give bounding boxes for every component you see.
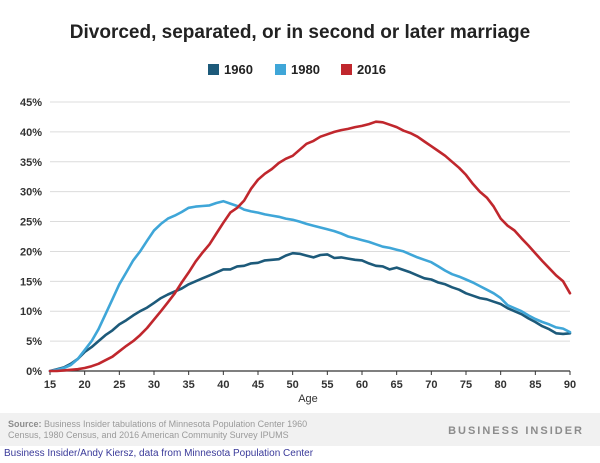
y-tick-label: 0%: [26, 366, 42, 378]
x-tick-label: 45: [252, 379, 264, 391]
brand-logo: BUSINESS INSIDER: [448, 425, 584, 437]
source-label: Source:: [8, 419, 42, 429]
legend-label-1960: 1960: [224, 62, 253, 77]
x-tick-label: 85: [529, 379, 541, 391]
y-tick-label: 5%: [26, 336, 42, 348]
source-footer: Source: Business Insider tabulations of …: [0, 413, 600, 446]
legend: 1960 1980 2016: [208, 62, 386, 77]
series-line-2016: [48, 120, 572, 373]
legend-swatch-2016: [341, 64, 352, 75]
chart-title: Divorced, separated, or in second or lat…: [70, 22, 530, 43]
x-tick-label: 25: [113, 379, 125, 391]
y-axis-ticks: 0% 5% 10% 15% 20% 25% 30% 35% 40% 45%: [20, 97, 42, 378]
y-tick-label: 30%: [20, 187, 42, 199]
series-line-1980: [48, 199, 572, 373]
legend-swatch-1980: [275, 64, 286, 75]
x-tick-label: 20: [79, 379, 91, 391]
y-tick-label: 20%: [20, 246, 42, 258]
legend-swatch-1960: [208, 64, 219, 75]
x-tick-label: 15: [44, 379, 56, 391]
x-tick-label: 80: [495, 379, 507, 391]
x-tick-label: 60: [356, 379, 368, 391]
x-tick-label: 35: [183, 379, 195, 391]
y-tick-label: 40%: [20, 127, 42, 139]
image-credit: Business Insider/Andy Kiersz, data from …: [4, 448, 314, 459]
y-tick-label: 25%: [20, 217, 42, 229]
y-tick-label: 15%: [20, 276, 42, 288]
y-tick-label: 45%: [20, 97, 42, 109]
x-tick-label: 65: [391, 379, 403, 391]
source-note: Source: Business Insider tabulations of …: [8, 419, 338, 441]
y-tick-label: 10%: [20, 306, 42, 318]
legend-label-1980: 1980: [291, 62, 320, 77]
x-tick-label: 75: [460, 379, 472, 391]
x-tick-label: 30: [148, 379, 160, 391]
source-text: Business Insider tabulations of Minnesot…: [8, 419, 308, 440]
x-tick-label: 55: [321, 379, 333, 391]
legend-label-2016: 2016: [357, 62, 386, 77]
x-tick-label: 90: [564, 379, 576, 391]
series-line-1960: [48, 251, 572, 373]
x-axis-ticks: 15 20 25 30 35 40 45 50 55 60 65 70 75 80 85 90: [44, 371, 576, 391]
x-tick-label: 70: [425, 379, 437, 391]
x-axis-label: Age: [298, 393, 318, 405]
series-lines: [48, 120, 572, 373]
x-tick-label: 50: [287, 379, 299, 391]
x-tick-label: 40: [217, 379, 229, 391]
line-chart: Divorced, separated, or in second or lat…: [20, 22, 576, 405]
grid-lines: [50, 101, 570, 372]
y-tick-label: 35%: [20, 157, 42, 169]
